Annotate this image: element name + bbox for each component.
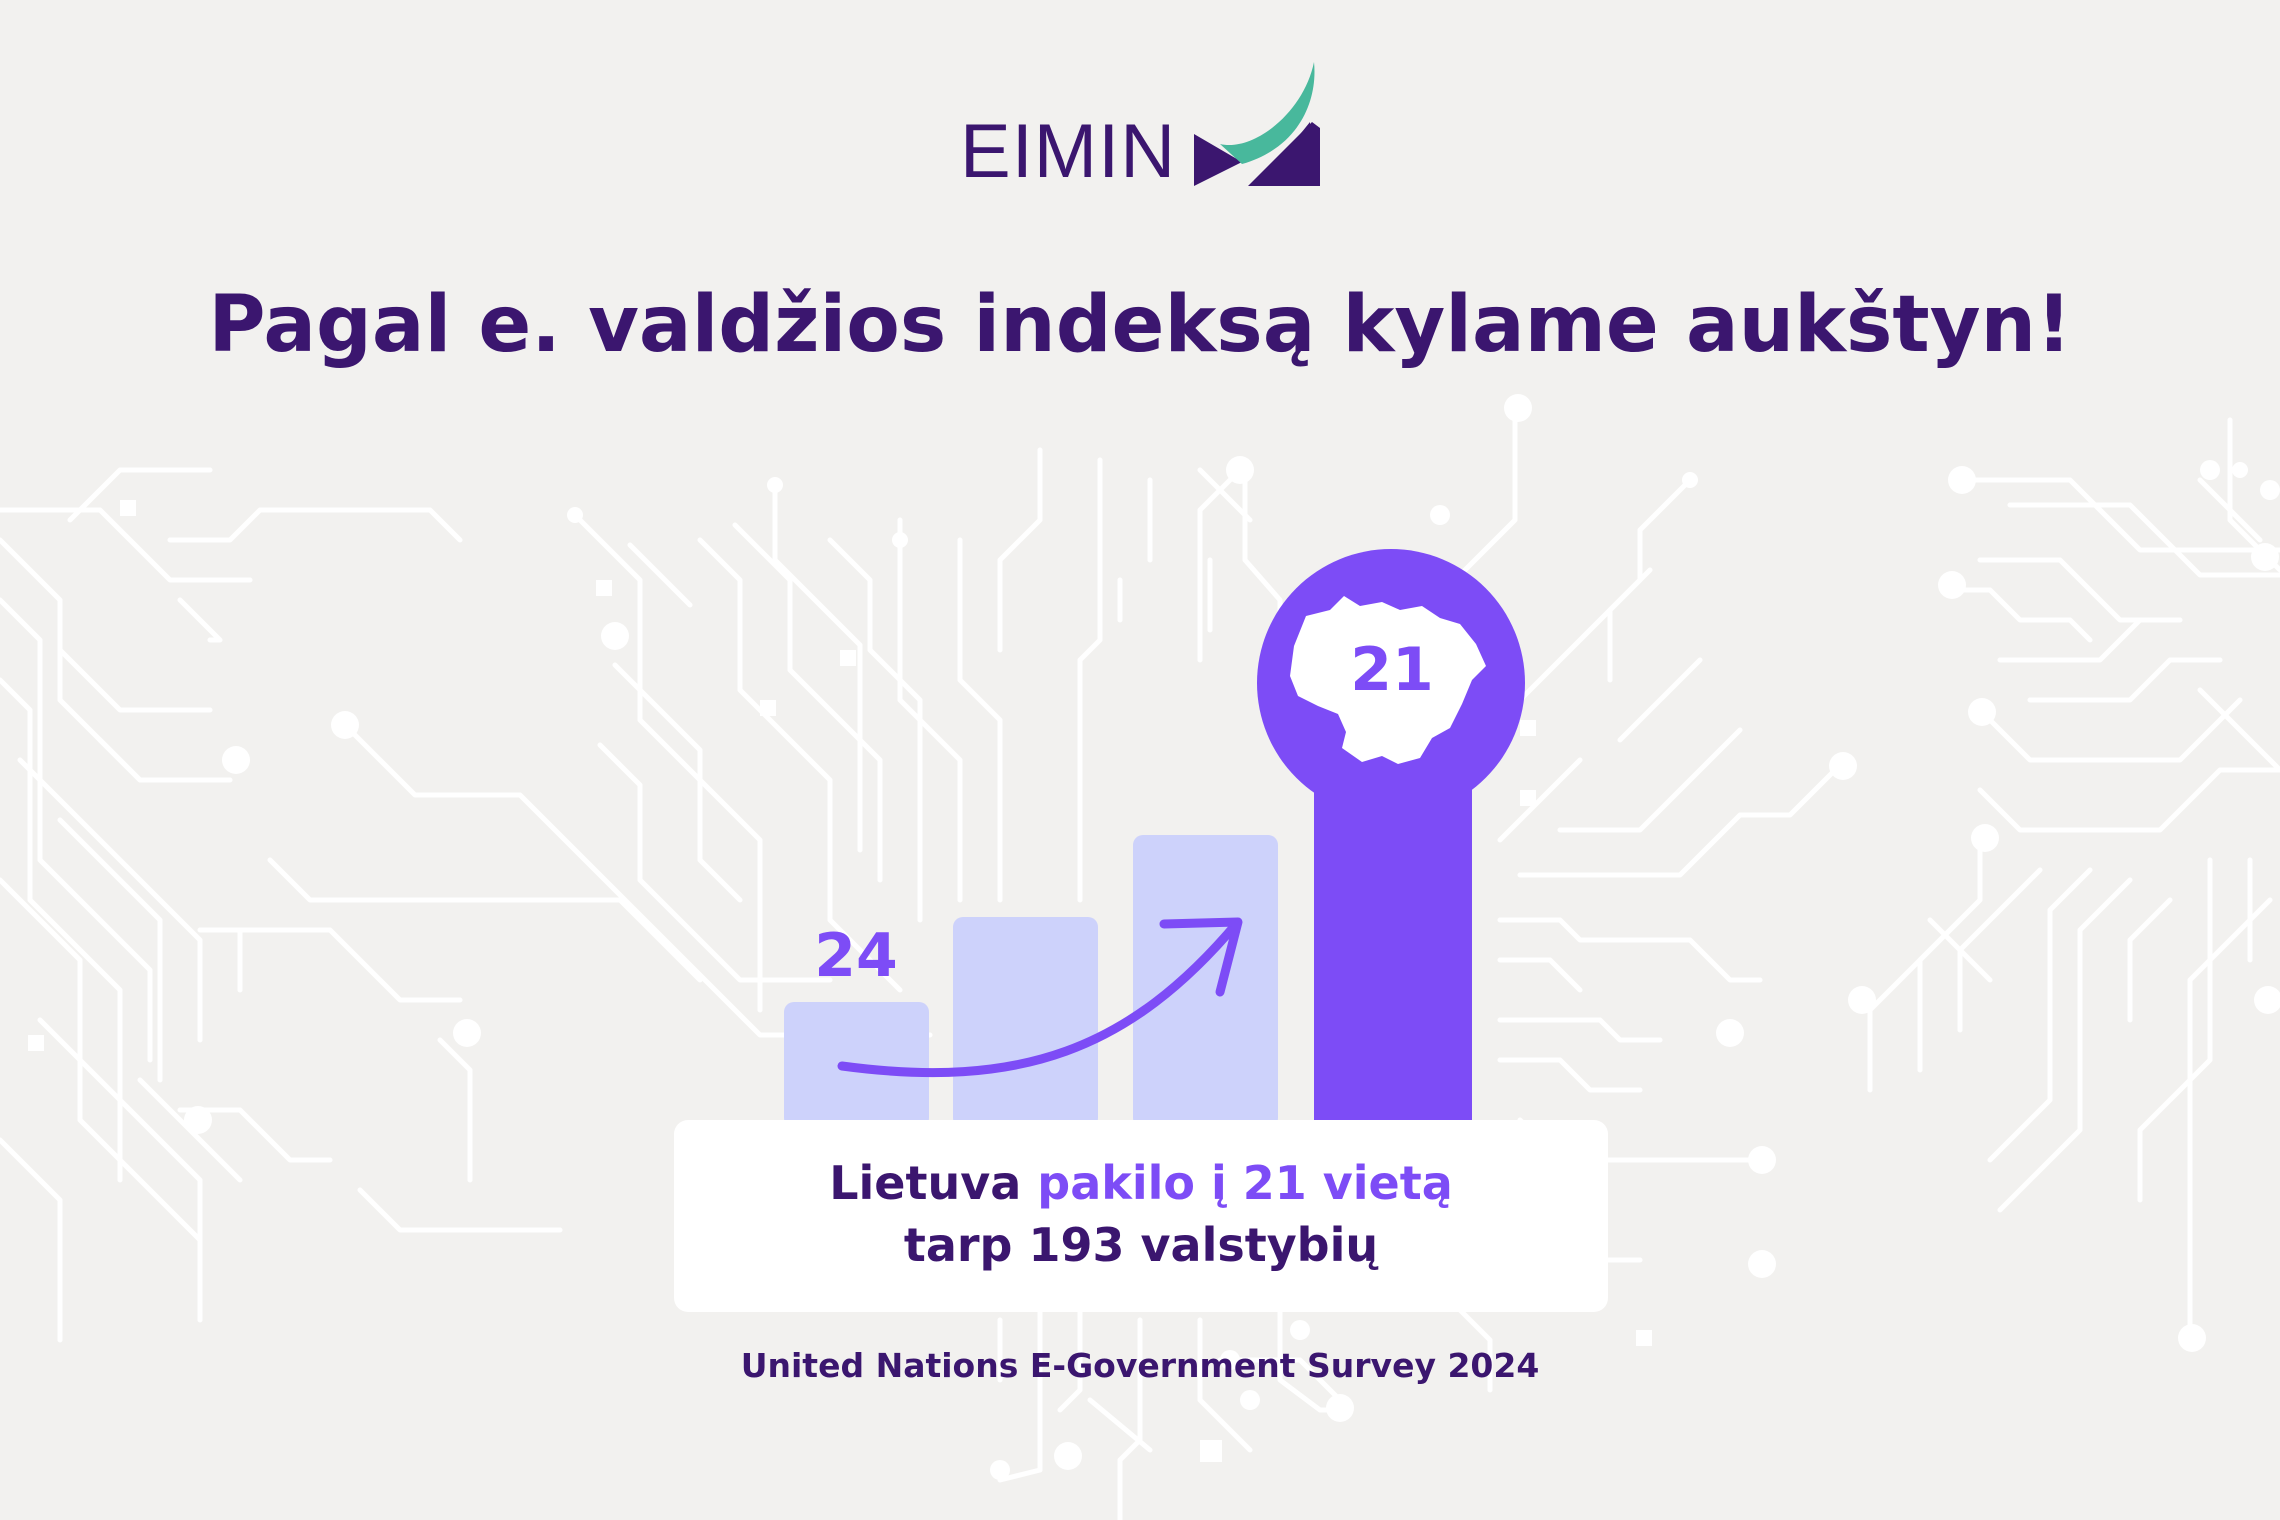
headline: Pagal e. valdžios indeksą kylame aukštyn…	[208, 280, 2072, 370]
eimin-logo: EIMIN	[960, 62, 1320, 192]
rank-bar-3	[1133, 835, 1278, 1128]
bar-label-21: 21	[1350, 635, 1434, 705]
card-line1-prefix: Lietuva	[829, 1156, 1038, 1210]
bars-group	[784, 835, 1278, 1128]
card-line1-accent: pakilo į 21 vietą	[1037, 1156, 1453, 1210]
highlight-marker	[1257, 549, 1525, 1120]
trend-arrow-head	[1159, 917, 1243, 997]
rank-bar-2	[953, 917, 1098, 1128]
card-line1: Lietuva pakilo į 21 vietą	[674, 1152, 1608, 1214]
bar-label-24: 24	[814, 921, 898, 991]
result-card: Lietuva pakilo į 21 vietą tarp 193 valst…	[674, 1120, 1608, 1312]
lithuania-map-icon	[1290, 596, 1486, 764]
logo-text: EIMIN	[960, 109, 1177, 194]
logo-mark-icon	[1194, 62, 1320, 186]
card-line2: tarp 193 valstybių	[903, 1218, 1379, 1272]
source-note: United Nations E-Government Survey 2024	[740, 1346, 1540, 1385]
trend-arrow-icon	[837, 918, 1242, 1078]
